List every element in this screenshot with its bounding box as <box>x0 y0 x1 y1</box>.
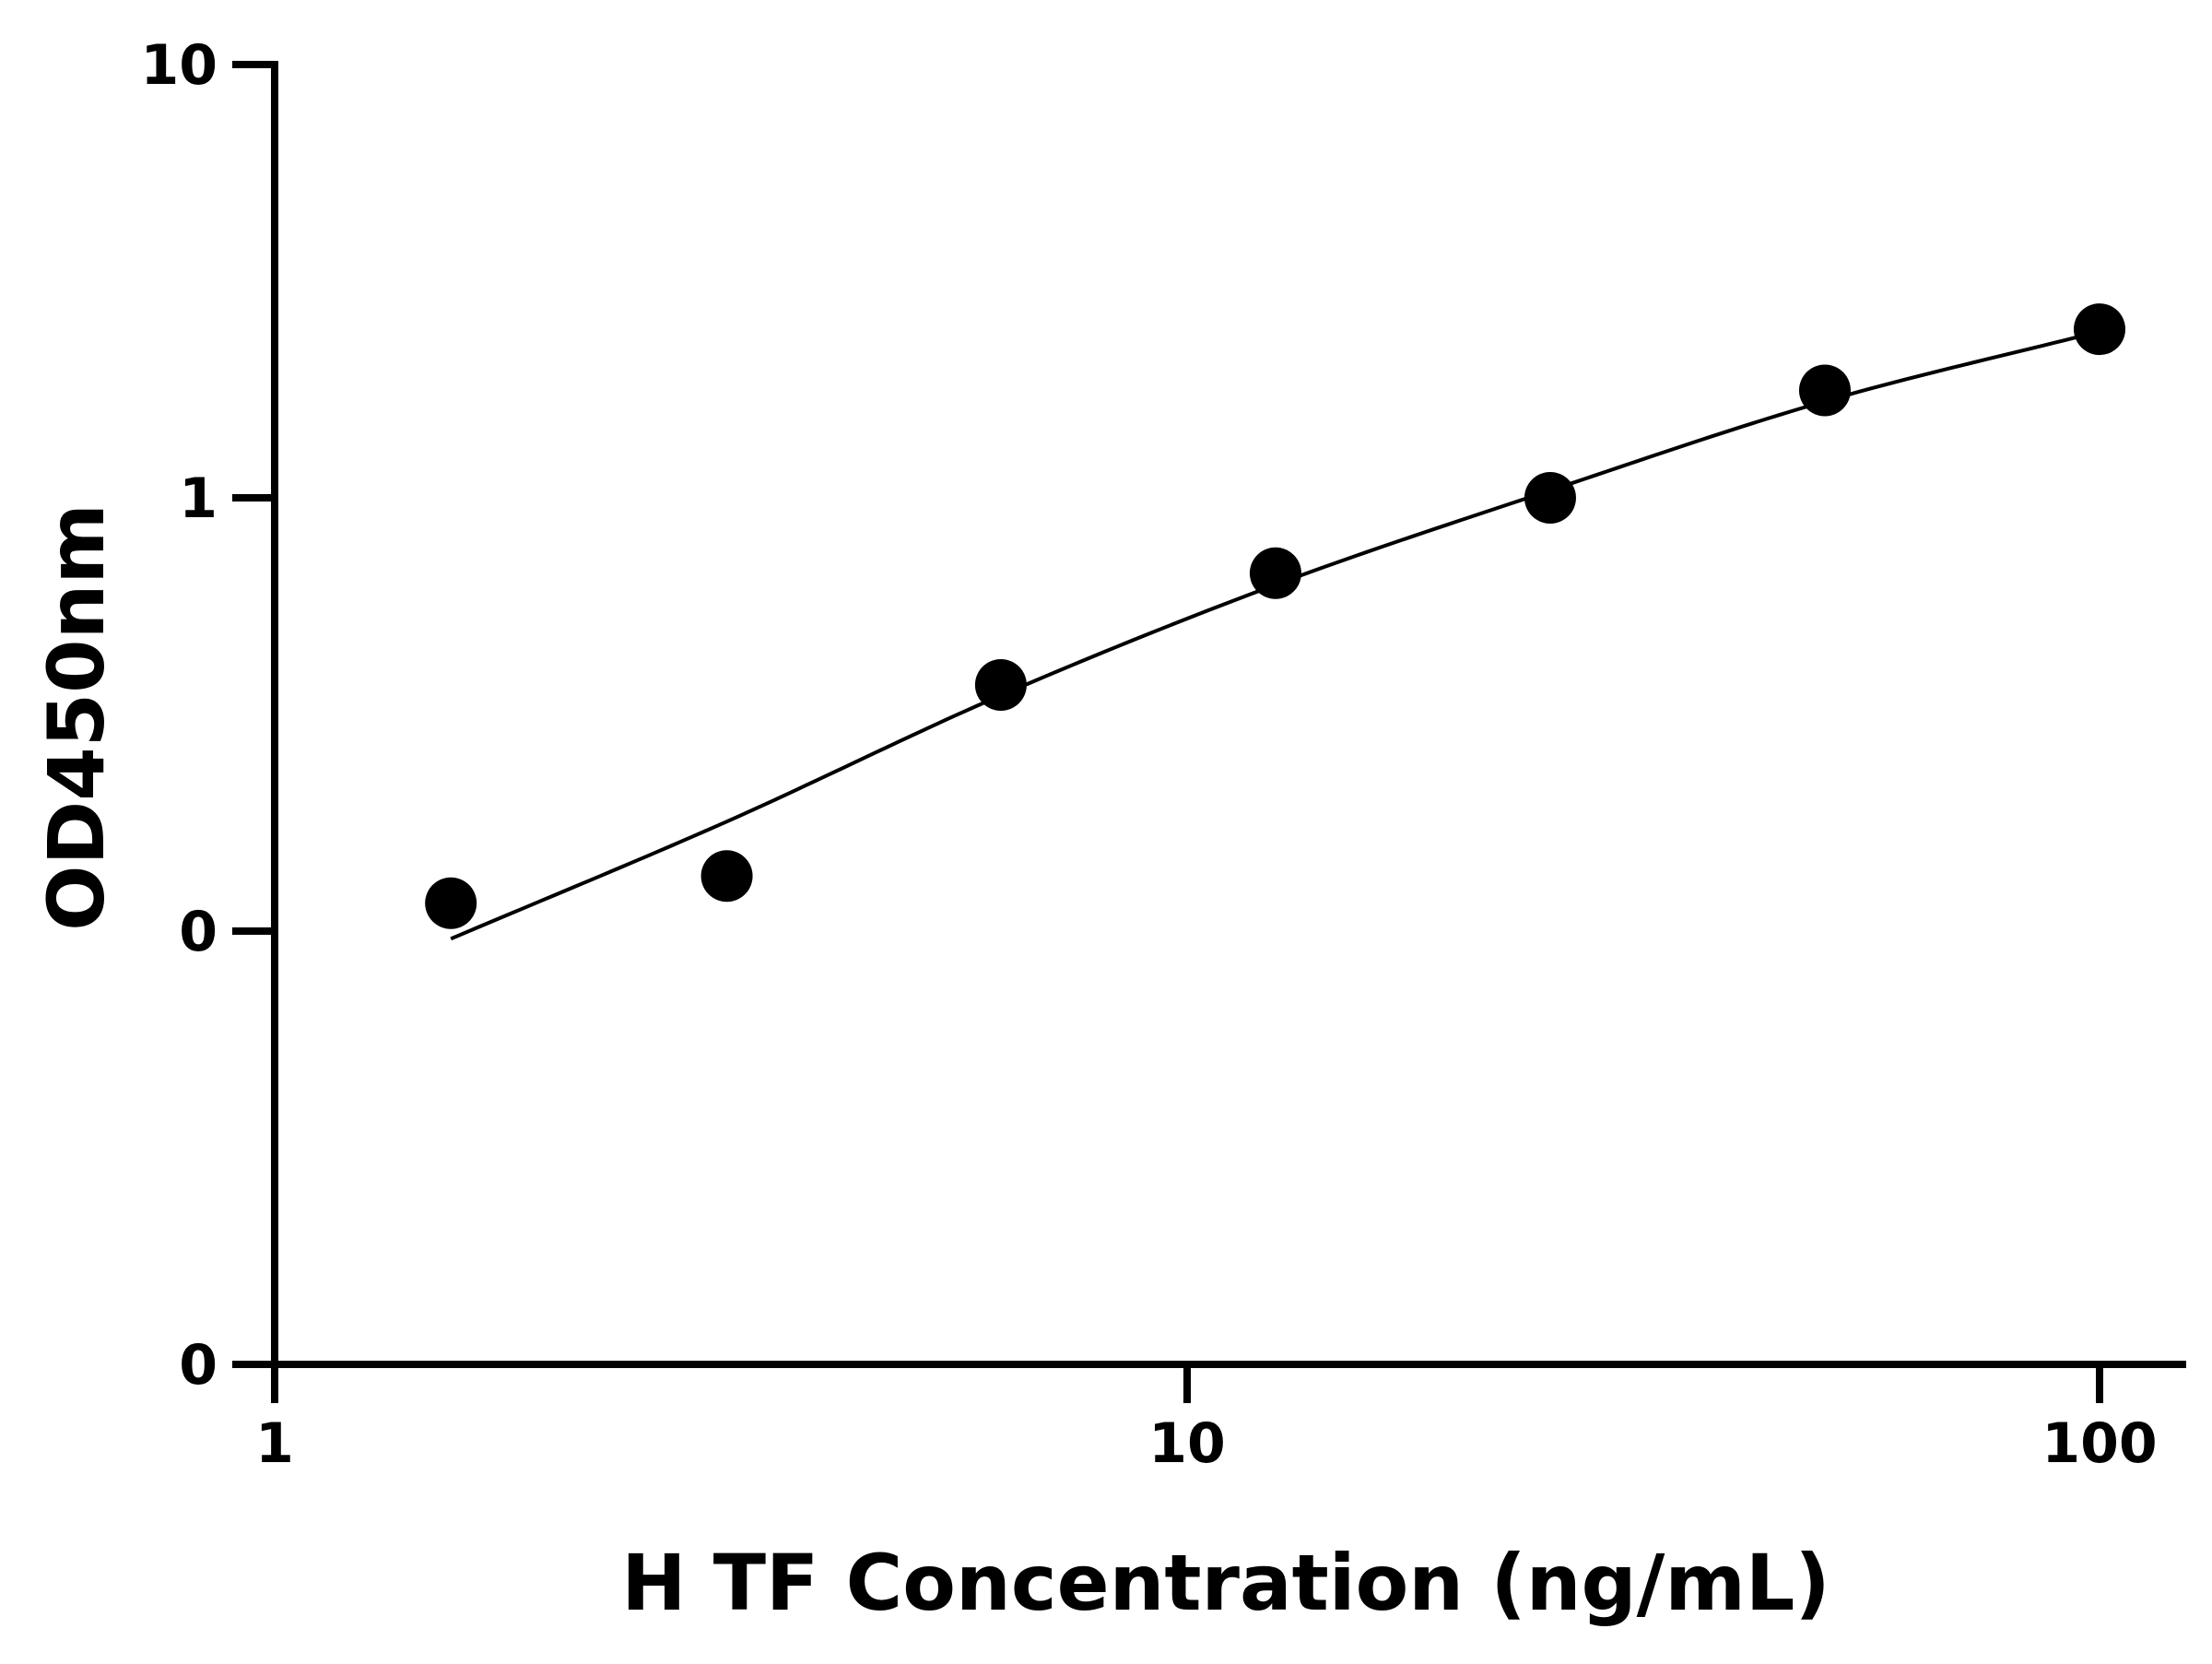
x-axis-title: H TF Concentration (ng/mL) <box>621 1538 1830 1628</box>
data-point <box>1798 364 1851 417</box>
data-point <box>425 877 477 929</box>
fit-curve-layer <box>450 329 2100 941</box>
x-tick-label: 100 <box>2041 1411 2157 1476</box>
axes <box>232 61 2186 1403</box>
y-axis-title: OD450nm <box>31 503 122 931</box>
data-point <box>700 850 753 903</box>
y-tick-label: 0 <box>179 1333 218 1398</box>
x-tick-label: 1 <box>255 1411 294 1476</box>
fit-curve <box>450 329 2100 941</box>
data-points <box>425 303 2125 929</box>
data-point <box>1524 472 1576 524</box>
y-tick-label: 10 <box>141 33 218 98</box>
data-point <box>2074 303 2125 356</box>
y-tick-label: 1 <box>179 466 218 531</box>
x-tick-label: 10 <box>1148 1411 1226 1476</box>
y-tick-label: 0 <box>179 900 218 964</box>
data-point <box>1249 547 1301 599</box>
data-point <box>974 658 1027 711</box>
